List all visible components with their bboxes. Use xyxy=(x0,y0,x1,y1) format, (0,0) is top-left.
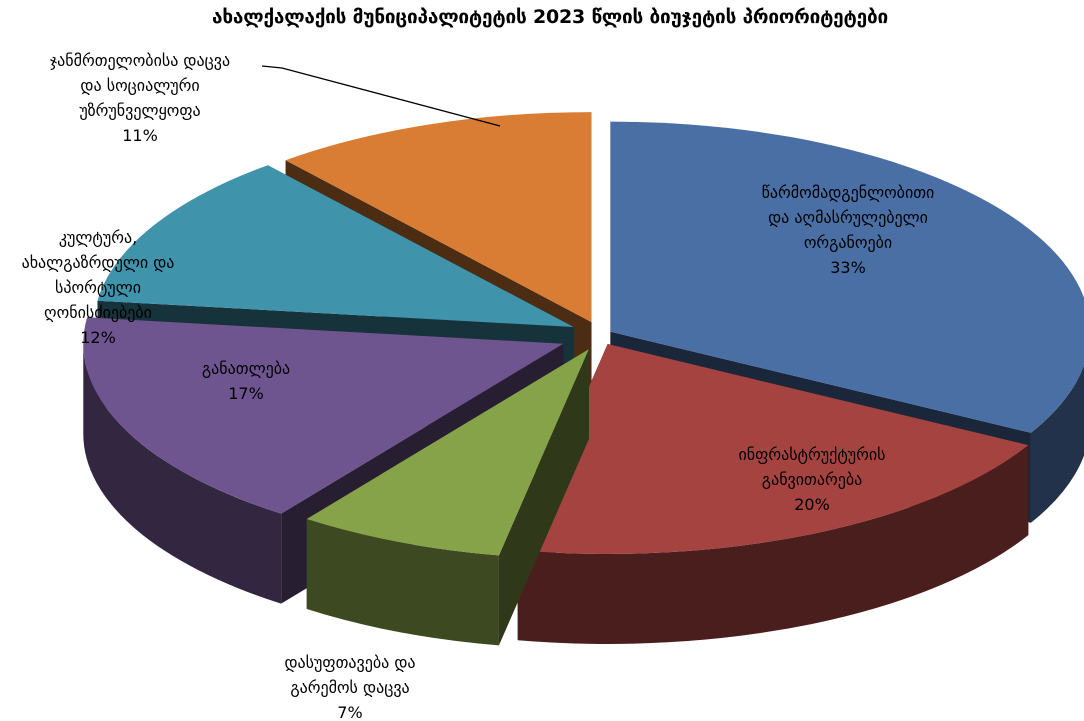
slice-top-face xyxy=(306,349,589,556)
slice-label-line: და სოციალური xyxy=(80,76,199,95)
slice-label-1: წარმომადგენლობითი და აღმასრულებელი ორგანოე… xyxy=(762,183,935,277)
slice-label-line: და აღმასრულებელი xyxy=(768,208,928,227)
slice-label-line: ჯანმრთელობისა დაცვა xyxy=(50,51,230,70)
slice-label-line: ორგანოები xyxy=(804,233,892,252)
slice-top-face xyxy=(517,343,1029,554)
slice-percent: 20% xyxy=(794,495,830,514)
slice-label-6: ჯანმრთელობისა დაცვა და სოციალური უზრუნველყ… xyxy=(50,51,230,145)
slice-label-2: ინფრასტრუქტურის განვითარება 20% xyxy=(738,445,885,514)
slice-outer-wall xyxy=(1030,365,1084,523)
slice-top-face xyxy=(610,121,1084,433)
slice-percent: 12% xyxy=(80,328,116,347)
slice-label-line: განათლება xyxy=(202,359,290,378)
slice-label-line: უზრუნველყოფა xyxy=(79,101,200,120)
slice-percent: 33% xyxy=(830,258,866,277)
leader-line xyxy=(261,65,501,127)
slice-percent: 17% xyxy=(228,384,264,403)
slice-top-face xyxy=(97,165,574,328)
slice-outer-wall xyxy=(83,343,282,604)
slice-label-4: განათლება 17% xyxy=(202,359,290,403)
pie-slice-3 xyxy=(306,349,589,646)
slice-outer-wall xyxy=(517,445,1029,644)
slice-label-5: კულტურა, ახალგაზრდული და სპორტული ღონისძიებ… xyxy=(22,228,175,347)
slice-label-line: დასუფთავება და xyxy=(284,653,415,672)
slice-label-line: წარმომადგენლობითი xyxy=(762,183,935,202)
slice-top-face xyxy=(83,317,564,514)
slice-label-line: ღონისძიებები xyxy=(44,303,152,322)
slice-top-face xyxy=(285,112,592,323)
slice-label-3: დასუფთავება და გარემოს დაცვა 7% xyxy=(284,653,415,721)
chart-title: ახალქალაქის მუნიციპალიტეტის 2023 წლის ბი… xyxy=(212,6,888,28)
slice-label-line: ინფრასტრუქტურის xyxy=(738,445,885,464)
slice-label-line: კულტურა, xyxy=(59,228,137,247)
slice-label-line: განვითარება xyxy=(762,470,862,489)
slice-percent: 11% xyxy=(122,126,158,145)
slice-label-line: სპორტული xyxy=(55,278,141,297)
slice-percent: 7% xyxy=(337,703,362,721)
slice-label-line: გარემოს დაცვა xyxy=(290,678,409,697)
slice-outer-wall xyxy=(306,519,499,646)
slice-label-line: ახალგაზრდული და xyxy=(22,253,175,272)
